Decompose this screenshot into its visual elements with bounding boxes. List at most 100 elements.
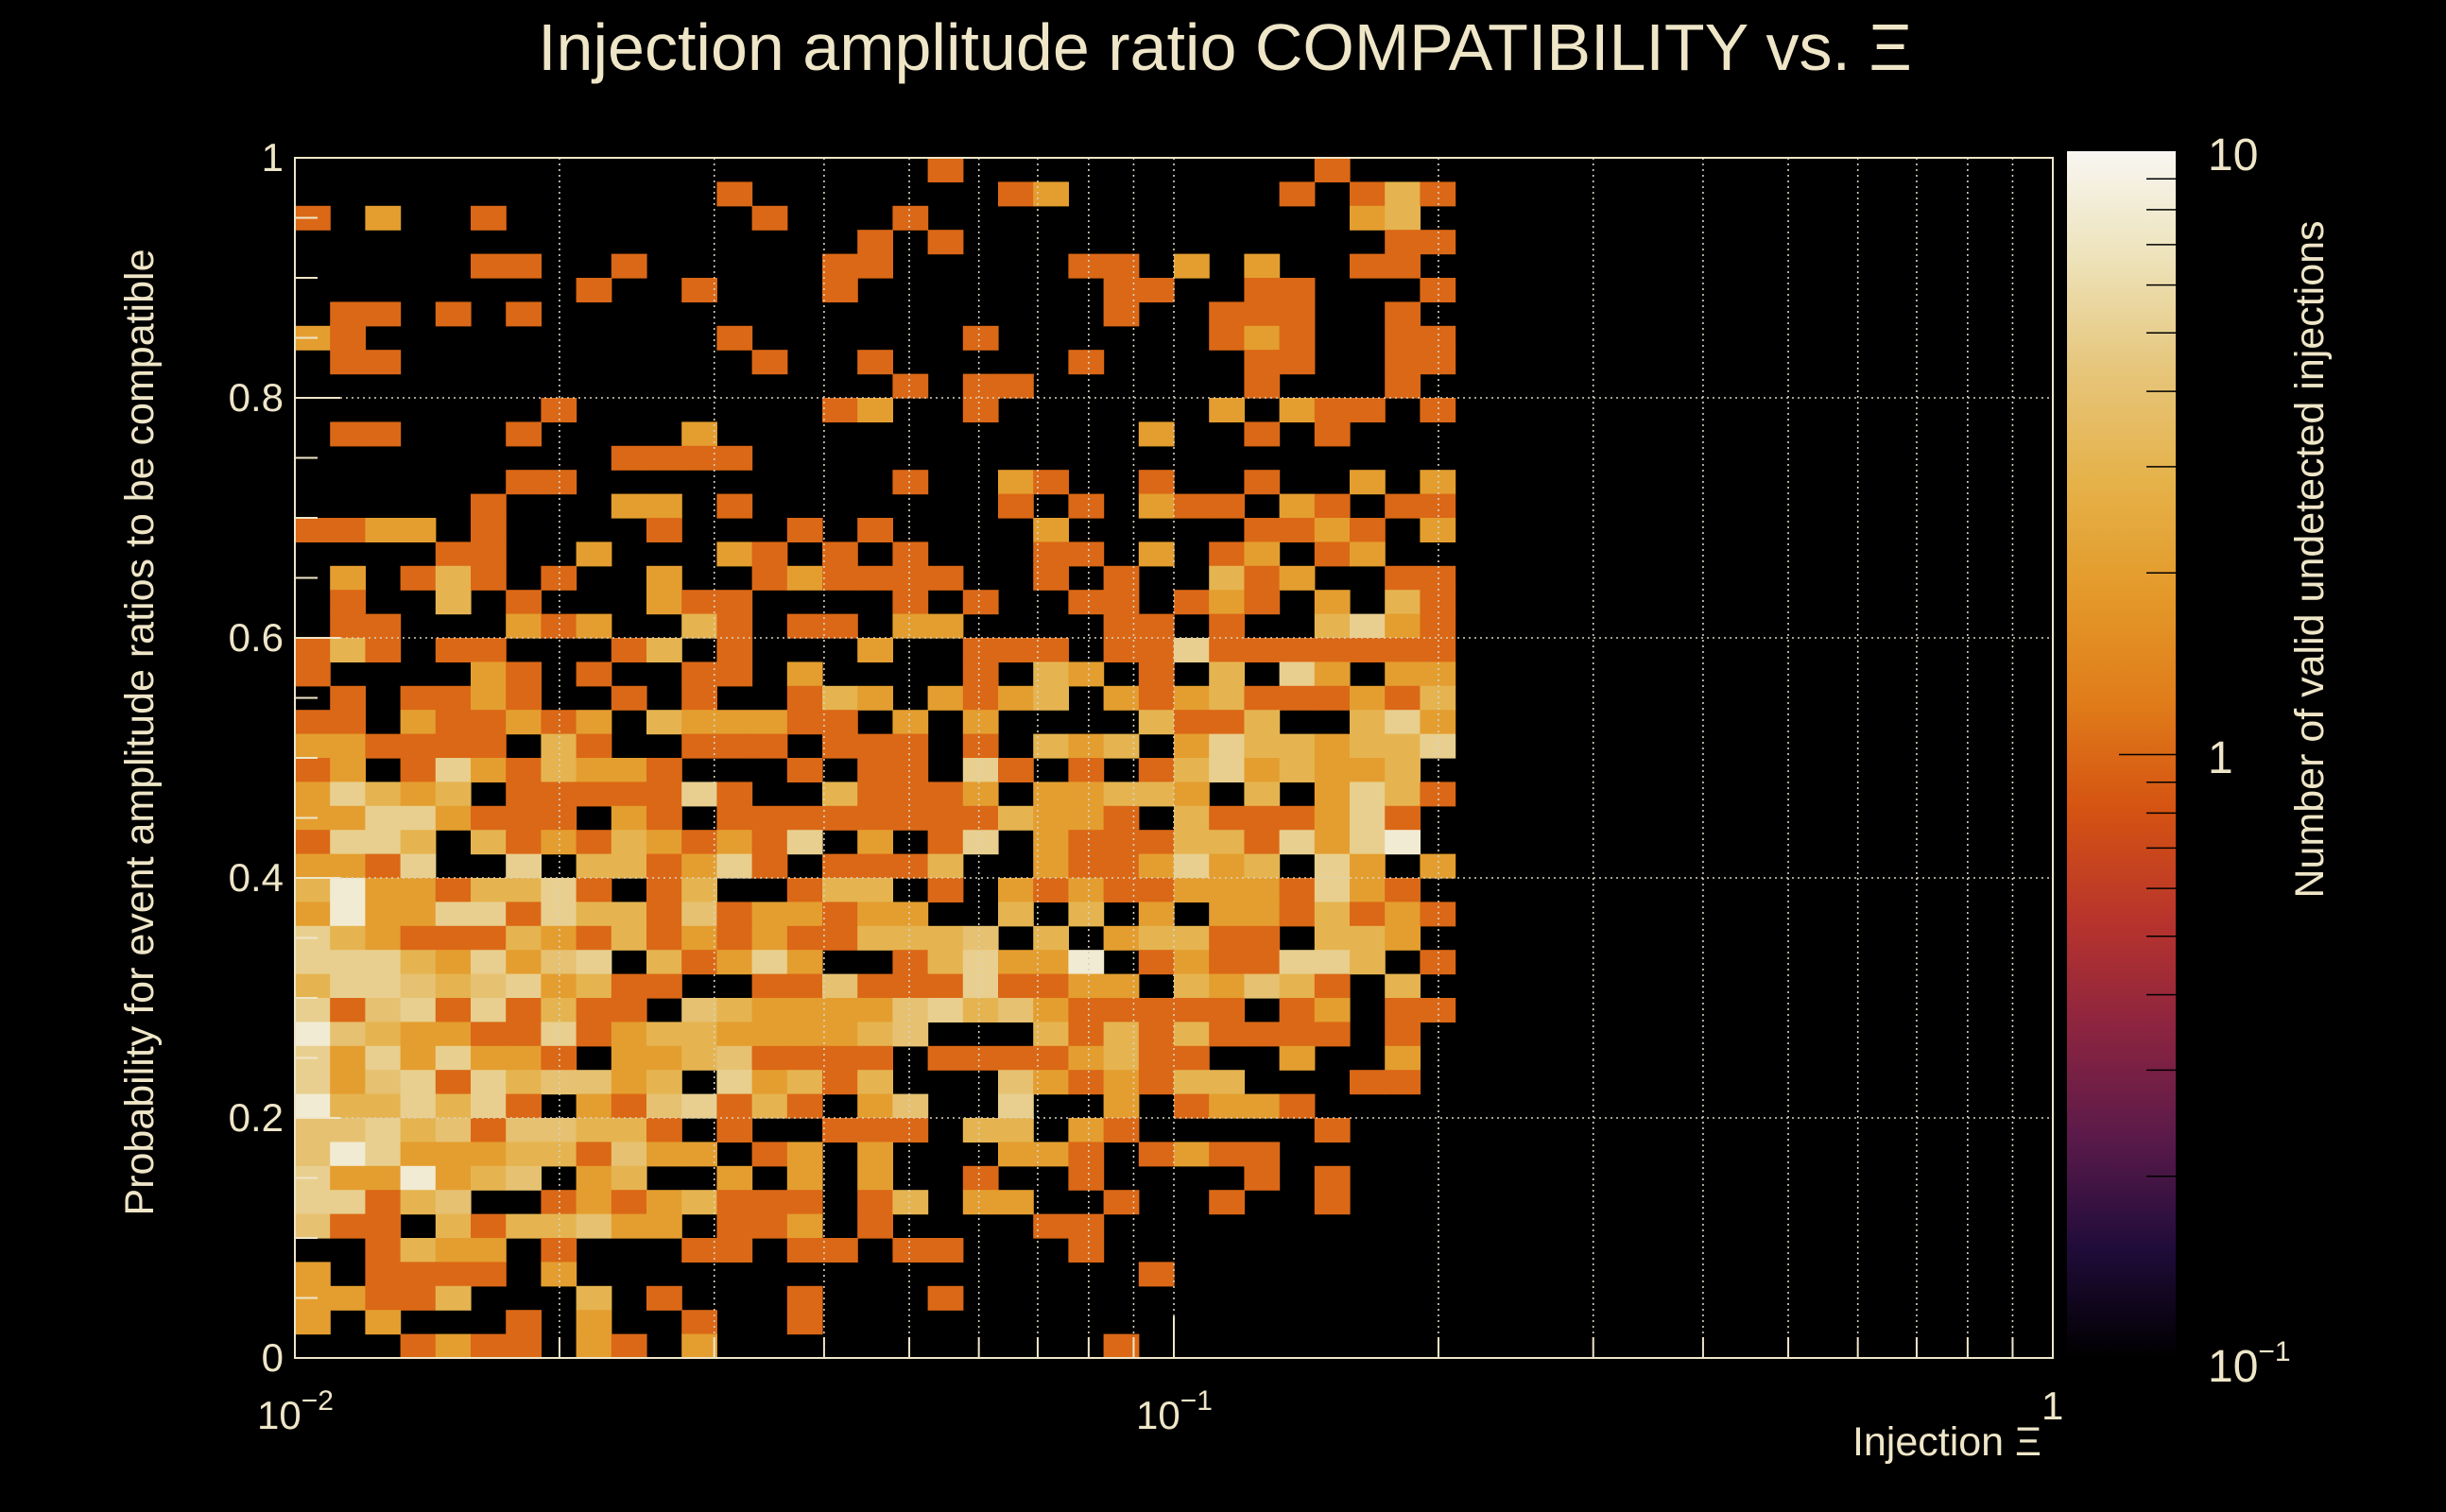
heatmap-cell [1279, 325, 1316, 351]
heatmap-cell [1385, 685, 1421, 711]
heatmap-cell [1279, 181, 1316, 207]
heatmap-cell [400, 733, 437, 759]
heatmap-cell [1068, 805, 1105, 831]
heatmap-cell [751, 998, 788, 1022]
heatmap-cell [857, 1070, 893, 1095]
heatmap-cell [1174, 805, 1210, 831]
heatmap-cell [857, 733, 893, 759]
heatmap-cell [1174, 638, 1210, 662]
heatmap-cell [1033, 853, 1069, 879]
heatmap-cell [400, 853, 437, 879]
heatmap-cell [295, 1142, 331, 1167]
heatmap-cell [681, 1238, 717, 1263]
heatmap-cell [435, 1022, 472, 1047]
heatmap-cell [576, 613, 612, 639]
heatmap-cell [857, 1118, 893, 1143]
heatmap-cell [400, 1045, 437, 1071]
heatmap-cell [435, 541, 472, 567]
heatmap-cell [471, 685, 507, 711]
heatmap-cell [1174, 830, 1210, 855]
heatmap-cell [330, 613, 366, 639]
heatmap-cell [1138, 830, 1175, 855]
heatmap-cell [1103, 853, 1140, 879]
heatmap-cell [576, 902, 612, 927]
heatmap-cell [646, 1093, 682, 1119]
heatmap-cell [1209, 301, 1245, 327]
heatmap-cell [435, 1118, 472, 1143]
heatmap-cell [1068, 541, 1105, 567]
heatmap-cell [471, 565, 507, 591]
heatmap-cell [786, 902, 823, 927]
heatmap-cell [786, 1045, 823, 1071]
heatmap-cell [365, 350, 402, 375]
heatmap-cell [1385, 301, 1421, 327]
heatmap-cell [822, 878, 858, 902]
heatmap-cell [506, 902, 542, 927]
heatmap-cell [1068, 782, 1105, 807]
heatmap-cell [1279, 301, 1316, 327]
heatmap-cell [576, 1285, 612, 1311]
heatmap-cell [611, 253, 647, 279]
heatmap-cell [1244, 1165, 1281, 1191]
heatmap-cell [1244, 541, 1281, 567]
heatmap-cell [435, 1213, 472, 1239]
heatmap-cell [716, 853, 753, 879]
x-tick-label-0: 10−2 [257, 1385, 334, 1437]
heatmap-cell [962, 1045, 999, 1071]
heatmap-cell [646, 973, 682, 999]
heatmap-cell [1068, 350, 1105, 375]
heatmap-cell [786, 998, 823, 1022]
heatmap-cell [716, 1093, 753, 1119]
heatmap-cell [1350, 902, 1386, 927]
heatmap-cell [1385, 181, 1421, 207]
heatmap-cell [365, 205, 402, 231]
heatmap-cell [330, 950, 366, 975]
heatmap-cell [1209, 638, 1245, 662]
heatmap-cell [611, 638, 647, 662]
heatmap-cell [471, 950, 507, 975]
heatmap-cell [576, 733, 612, 759]
heatmap-cell [1174, 685, 1210, 711]
heatmap-cell [1209, 325, 1245, 351]
heatmap-cell [1385, 373, 1421, 399]
heatmap-cell [435, 733, 472, 759]
heatmap-cell [1314, 1022, 1351, 1047]
heatmap-cell [998, 1118, 1034, 1143]
heatmap-cell [1385, 805, 1421, 831]
heatmap-cell [1138, 998, 1175, 1022]
heatmap-cell [1420, 590, 1456, 615]
heatmap-cell [962, 758, 999, 782]
heatmap-cell [1314, 733, 1351, 759]
heatmap-cell [716, 1022, 753, 1047]
heatmap-cell [400, 1238, 437, 1263]
heatmap-cell [646, 1142, 682, 1167]
heatmap-cell [1314, 662, 1351, 687]
heatmap-cell [892, 758, 929, 782]
heatmap-cell [1244, 565, 1281, 591]
heatmap-cell [1068, 493, 1105, 519]
heatmap-cell [751, 950, 788, 975]
heatmap-cell [822, 805, 858, 831]
heatmap-cell [716, 902, 753, 927]
heatmap-cell [330, 925, 366, 951]
heatmap-cell [892, 853, 929, 879]
heatmap-cell [330, 1070, 366, 1095]
heatmap-cell [365, 733, 402, 759]
heatmap-cell [506, 710, 542, 735]
heatmap-cell [1314, 158, 1351, 182]
heatmap-cell [1350, 518, 1386, 542]
heatmap-cell [892, 998, 929, 1022]
heatmap-cell [1033, 1213, 1069, 1239]
heatmap-cell [857, 1022, 893, 1047]
x-tick-labels: 10−2 10−1 1 [257, 1383, 2063, 1437]
heatmap-cell [822, 782, 858, 807]
heatmap-cell [681, 662, 717, 687]
heatmap-cell [1033, 973, 1069, 999]
heatmap-cell [786, 1142, 823, 1167]
gridlines [295, 158, 2053, 1358]
heatmap-cell [1209, 565, 1245, 591]
heatmap-cell [681, 925, 717, 951]
heatmap-cell [435, 782, 472, 807]
heatmap-cell [1138, 638, 1175, 662]
heatmap-cell [1385, 710, 1421, 735]
